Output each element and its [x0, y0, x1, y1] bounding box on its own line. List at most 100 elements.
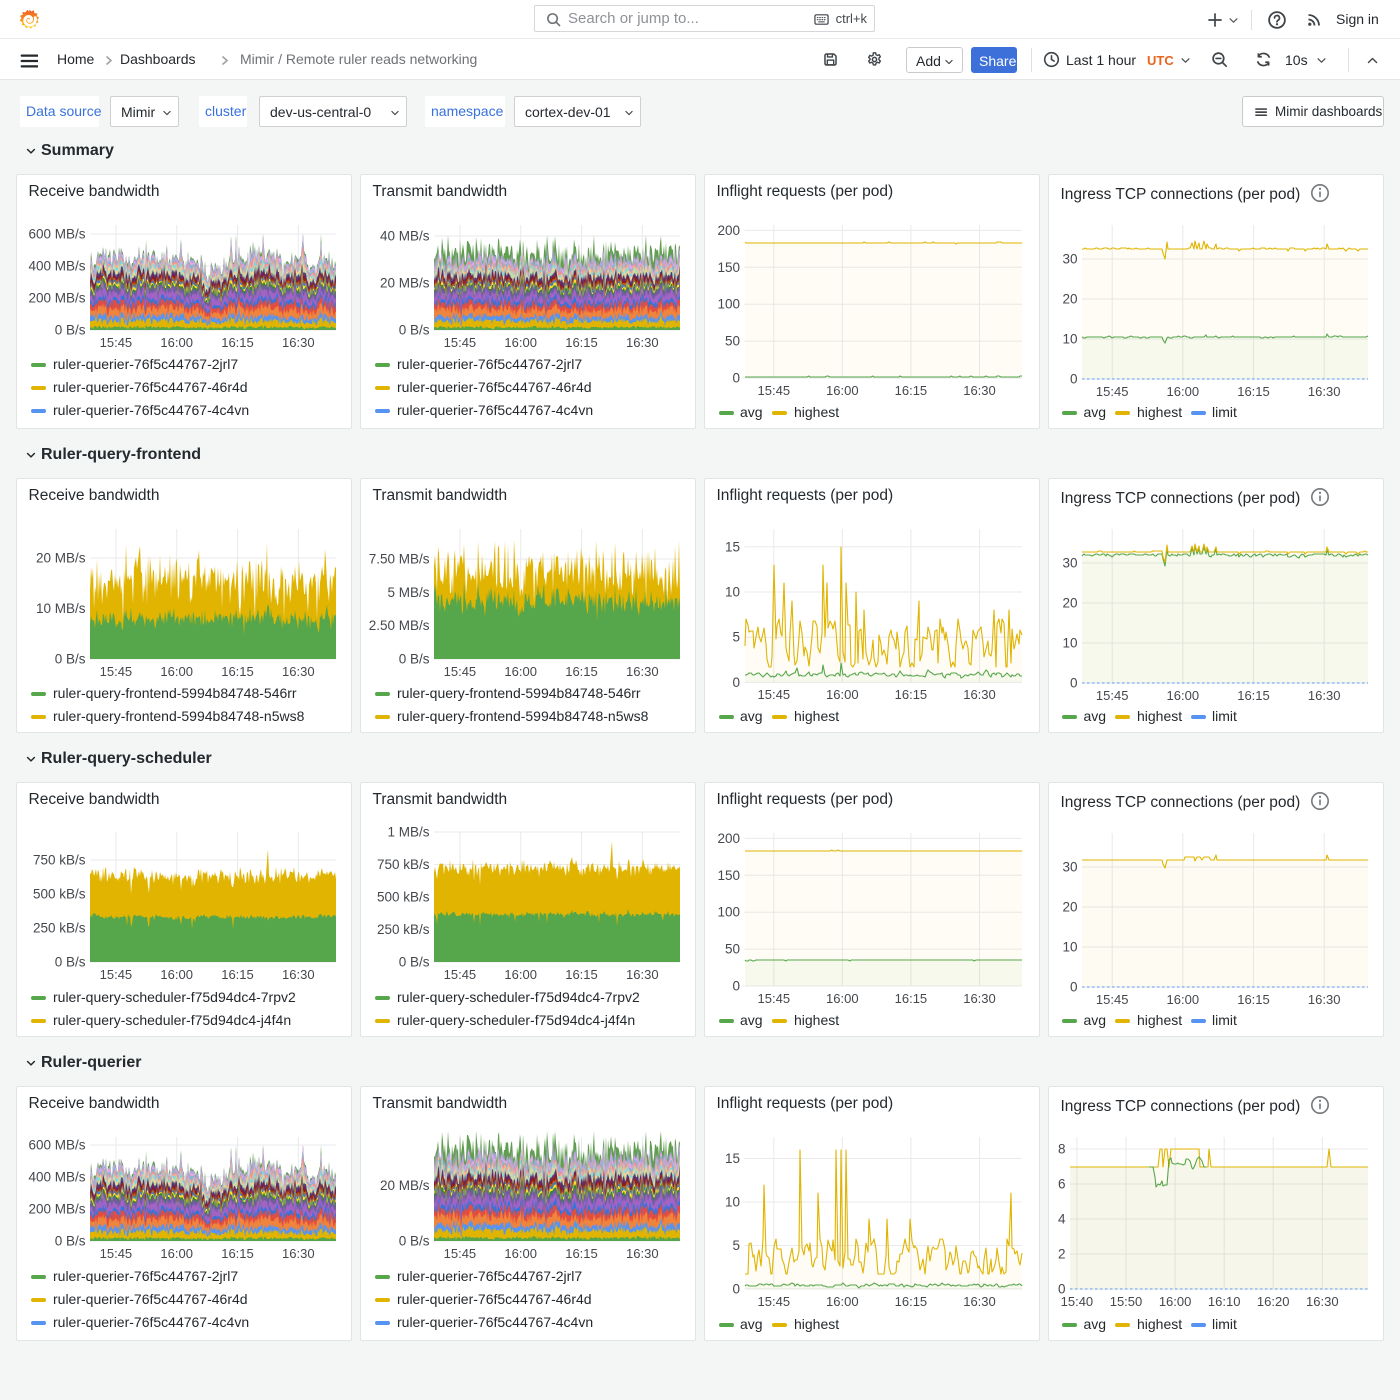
svg-text:16:30: 16:30	[626, 664, 659, 679]
svg-text:16:10: 16:10	[1208, 1294, 1241, 1309]
svg-text:30: 30	[1062, 860, 1077, 875]
svg-text:15:45: 15:45	[100, 664, 133, 679]
svg-text:16:00: 16:00	[160, 967, 193, 982]
svg-text:600 MB/s: 600 MB/s	[28, 227, 85, 242]
svg-text:30: 30	[1062, 252, 1077, 267]
svg-text:200: 200	[717, 223, 740, 238]
svg-text:0 B/s: 0 B/s	[55, 955, 86, 970]
svg-text:16:30: 16:30	[282, 664, 315, 679]
svg-text:15:45: 15:45	[1096, 688, 1129, 703]
svg-text:16:15: 16:15	[565, 335, 598, 350]
svg-text:0: 0	[732, 371, 740, 386]
svg-text:20: 20	[1062, 596, 1077, 611]
svg-text:400 MB/s: 400 MB/s	[28, 259, 85, 274]
svg-text:16:30: 16:30	[282, 967, 315, 982]
svg-text:200 MB/s: 200 MB/s	[28, 291, 85, 306]
svg-text:16:00: 16:00	[1167, 688, 1200, 703]
svg-text:16:15: 16:15	[1237, 384, 1270, 399]
svg-text:2: 2	[1058, 1247, 1066, 1262]
svg-text:15:45: 15:45	[100, 335, 133, 350]
svg-text:7.50 MB/s: 7.50 MB/s	[369, 552, 430, 567]
svg-text:16:00: 16:00	[504, 967, 537, 982]
svg-text:750 kB/s: 750 kB/s	[33, 853, 86, 868]
svg-text:16:30: 16:30	[1308, 992, 1341, 1007]
svg-text:10: 10	[725, 585, 740, 600]
svg-text:16:30: 16:30	[963, 991, 996, 1006]
svg-text:20 MB/s: 20 MB/s	[36, 551, 86, 566]
svg-text:400 MB/s: 400 MB/s	[28, 1170, 85, 1185]
svg-text:0 B/s: 0 B/s	[55, 652, 86, 667]
svg-text:2.50 MB/s: 2.50 MB/s	[369, 618, 430, 633]
svg-text:15:45: 15:45	[444, 664, 477, 679]
svg-text:15:45: 15:45	[100, 1246, 133, 1261]
svg-text:16:00: 16:00	[1167, 992, 1200, 1007]
svg-text:100: 100	[717, 905, 740, 920]
svg-text:500 kB/s: 500 kB/s	[377, 890, 430, 905]
svg-text:15:45: 15:45	[758, 383, 791, 398]
svg-text:10: 10	[1062, 940, 1077, 955]
svg-text:16:20: 16:20	[1257, 1294, 1290, 1309]
svg-text:16:15: 16:15	[565, 664, 598, 679]
svg-text:16:00: 16:00	[826, 383, 859, 398]
svg-text:0 B/s: 0 B/s	[399, 955, 430, 970]
svg-text:600 MB/s: 600 MB/s	[28, 1138, 85, 1153]
svg-text:16:00: 16:00	[826, 1294, 859, 1309]
svg-text:15:45: 15:45	[444, 335, 477, 350]
svg-text:16:15: 16:15	[221, 335, 254, 350]
svg-text:50: 50	[725, 942, 740, 957]
svg-text:15:45: 15:45	[444, 967, 477, 982]
svg-text:16:15: 16:15	[221, 664, 254, 679]
svg-text:15:45: 15:45	[758, 1294, 791, 1309]
svg-text:5: 5	[732, 1238, 740, 1253]
svg-text:0: 0	[732, 979, 740, 994]
svg-text:500 kB/s: 500 kB/s	[33, 887, 86, 902]
svg-text:16:00: 16:00	[160, 1246, 193, 1261]
svg-text:30: 30	[1062, 556, 1077, 571]
svg-text:8: 8	[1058, 1142, 1066, 1157]
svg-text:16:30: 16:30	[626, 335, 659, 350]
svg-text:250 kB/s: 250 kB/s	[377, 922, 430, 937]
svg-text:15: 15	[725, 539, 740, 554]
svg-text:150: 150	[717, 260, 740, 275]
svg-text:16:30: 16:30	[1308, 384, 1341, 399]
svg-text:20: 20	[1062, 292, 1077, 307]
svg-text:15:45: 15:45	[758, 991, 791, 1006]
svg-text:16:30: 16:30	[963, 687, 996, 702]
svg-text:0: 0	[732, 675, 740, 690]
svg-text:15:45: 15:45	[1096, 992, 1129, 1007]
svg-text:15: 15	[725, 1151, 740, 1166]
svg-text:0 B/s: 0 B/s	[399, 652, 430, 667]
svg-text:10 MB/s: 10 MB/s	[36, 601, 86, 616]
svg-text:16:30: 16:30	[282, 1246, 315, 1261]
svg-text:16:15: 16:15	[895, 687, 928, 702]
svg-text:16:00: 16:00	[160, 335, 193, 350]
svg-text:50: 50	[725, 334, 740, 349]
svg-text:20 MB/s: 20 MB/s	[380, 276, 430, 291]
svg-text:100: 100	[717, 297, 740, 312]
svg-text:0 B/s: 0 B/s	[55, 323, 86, 338]
svg-text:10: 10	[1062, 332, 1077, 347]
svg-text:16:00: 16:00	[504, 335, 537, 350]
svg-text:150: 150	[717, 868, 740, 883]
svg-text:0: 0	[1070, 980, 1078, 995]
svg-text:5 MB/s: 5 MB/s	[387, 585, 429, 600]
svg-text:0: 0	[732, 1282, 740, 1297]
svg-text:16:00: 16:00	[160, 664, 193, 679]
svg-text:0: 0	[1070, 372, 1078, 387]
svg-text:4: 4	[1058, 1212, 1066, 1227]
svg-text:16:00: 16:00	[1167, 384, 1200, 399]
svg-text:15:45: 15:45	[444, 1246, 477, 1261]
svg-text:250 kB/s: 250 kB/s	[33, 921, 86, 936]
svg-text:15:40: 15:40	[1061, 1294, 1094, 1309]
svg-text:16:15: 16:15	[895, 991, 928, 1006]
svg-text:16:15: 16:15	[565, 967, 598, 982]
svg-text:16:15: 16:15	[565, 1246, 598, 1261]
svg-text:200: 200	[717, 831, 740, 846]
svg-text:1 MB/s: 1 MB/s	[387, 825, 429, 840]
svg-text:0 B/s: 0 B/s	[55, 1234, 86, 1249]
svg-text:0: 0	[1058, 1282, 1066, 1297]
svg-text:15:45: 15:45	[758, 687, 791, 702]
svg-text:16:30: 16:30	[1308, 688, 1341, 703]
svg-text:10: 10	[1062, 636, 1077, 651]
svg-text:750 kB/s: 750 kB/s	[377, 857, 430, 872]
